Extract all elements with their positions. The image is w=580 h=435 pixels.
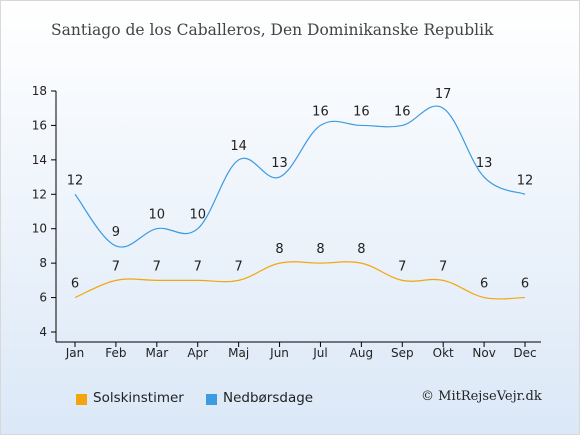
data-label-nedborsdage: 12 [517, 173, 534, 188]
series-line-nedborsdage [74, 105, 526, 248]
x-tick-label: Maj [228, 346, 249, 360]
data-label-solskinstimer: 7 [234, 259, 242, 274]
data-label-nedborsdage: 12 [67, 173, 84, 188]
x-tick-label: Feb [105, 346, 126, 360]
x-tick-label: Apr [187, 346, 208, 360]
legend-swatch-solskinstimer [76, 394, 87, 405]
data-label-nedborsdage: 16 [312, 104, 329, 119]
legend-label-nedborsdage: Nedbørsdage [223, 390, 314, 406]
data-label-nedborsdage: 16 [353, 104, 370, 119]
data-label-solskinstimer: 7 [153, 259, 161, 274]
series-line-solskinstimer [74, 261, 526, 300]
x-tick-label: Jan [65, 346, 85, 360]
y-tick-label: 6 [39, 291, 47, 305]
data-label-nedborsdage: 16 [394, 104, 411, 119]
chart-title: Santiago de los Caballeros, Den Dominika… [51, 21, 494, 39]
data-label-solskinstimer: 7 [194, 259, 202, 274]
y-tick-label: 14 [32, 153, 47, 167]
y-tick-label: 8 [39, 256, 47, 270]
data-label-solskinstimer: 6 [71, 277, 79, 292]
y-tick-label: 16 [32, 118, 47, 132]
y-tick-label: 10 [32, 222, 47, 236]
y-tick-label: 12 [32, 187, 47, 201]
data-label-solskinstimer: 6 [480, 277, 488, 292]
x-tick-label: Nov [472, 346, 495, 360]
x-tick-label: Jul [312, 346, 327, 360]
data-label-nedborsdage: 9 [112, 225, 120, 240]
y-tick-label: 4 [39, 325, 47, 339]
data-label-nedborsdage: 10 [189, 208, 206, 223]
x-tick-label: Sep [391, 346, 414, 360]
data-label-solskinstimer: 8 [275, 242, 283, 257]
x-tick-label: Okt [433, 346, 454, 360]
credit-text: © MitRejseVejr.dk [421, 389, 542, 404]
data-label-nedborsdage: 13 [271, 156, 288, 171]
data-label-solskinstimer: 7 [398, 259, 406, 274]
x-tick-label: Mar [145, 346, 168, 360]
data-label-nedborsdage: 10 [149, 208, 166, 223]
y-tick-label: 18 [32, 84, 47, 98]
data-label-nedborsdage: 13 [476, 156, 493, 171]
x-tick-label: Dec [513, 346, 536, 360]
data-label-nedborsdage: 17 [435, 87, 452, 102]
data-label-solskinstimer: 8 [357, 242, 365, 257]
x-tick-label: Jun [269, 346, 289, 360]
legend-label-solskinstimer: Solskinstimer [93, 390, 184, 406]
data-label-nedborsdage: 14 [230, 139, 247, 154]
data-label-solskinstimer: 8 [316, 242, 324, 257]
x-tick-label: Aug [350, 346, 373, 360]
data-label-solskinstimer: 6 [521, 277, 529, 292]
data-label-solskinstimer: 7 [439, 259, 447, 274]
legend-swatch-nedborsdage [206, 394, 217, 405]
data-label-solskinstimer: 7 [112, 259, 120, 274]
